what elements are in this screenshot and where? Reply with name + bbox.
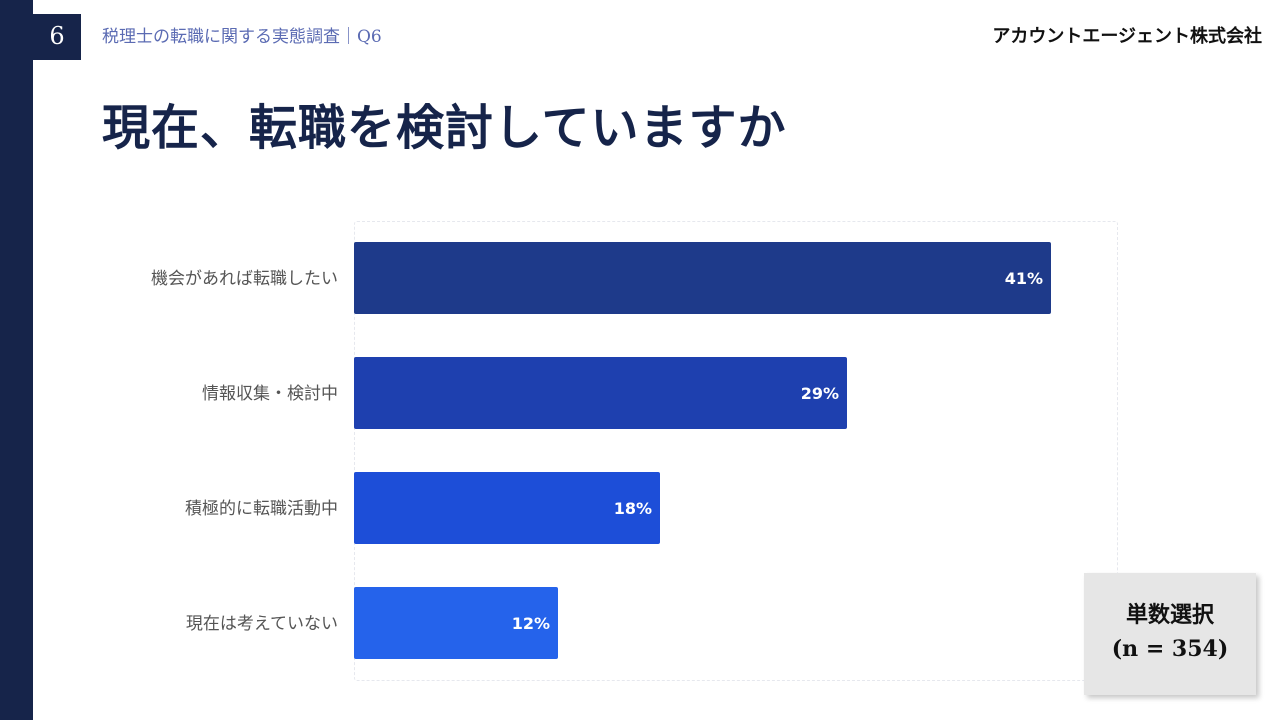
chart-frame	[354, 221, 1118, 681]
value-label-3: 18%	[614, 499, 652, 518]
page-title: 現在、転職を検討していますか	[102, 100, 787, 156]
value-label-4: 12%	[512, 614, 550, 633]
value-label-1: 41%	[1005, 269, 1043, 288]
bar-1	[354, 242, 1051, 314]
category-label-1: 機会があれば転職したい	[151, 269, 338, 289]
page-number: 6	[33, 14, 81, 60]
note-sample-size: (n = 354)	[1111, 636, 1229, 662]
category-label-2: 情報収集・検討中	[202, 384, 338, 404]
category-label-4: 現在は考えていない	[186, 614, 338, 634]
bar-3	[354, 472, 660, 544]
left-rail	[0, 0, 33, 720]
note-selection-type: 単数選択	[1125, 602, 1214, 628]
company-name: アカウントエージェント株式会社	[992, 26, 1262, 47]
breadcrumb: 税理士の転職に関する実態調査｜Q6	[102, 27, 382, 47]
selection-note: 単数選択 (n = 354)	[1084, 573, 1256, 695]
value-label-2: 29%	[801, 384, 839, 403]
category-label-3: 積極的に転職活動中	[185, 499, 338, 519]
bar-2	[354, 357, 847, 429]
bar-4	[354, 587, 558, 659]
